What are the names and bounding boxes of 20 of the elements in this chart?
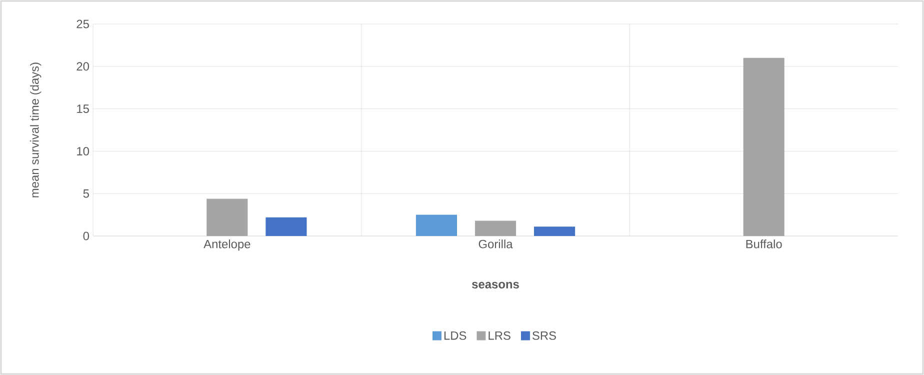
y-tick-label: 0	[83, 232, 90, 240]
legend-label: SRS	[532, 331, 556, 340]
bar	[206, 198, 248, 236]
bar	[743, 58, 784, 236]
y-tick-label: 10	[77, 146, 90, 156]
x-tick-label: Antelope	[204, 240, 250, 251]
x-tick-label: Gorilla	[478, 240, 513, 248]
bar	[416, 214, 457, 236]
y-tick-label: 25	[76, 20, 89, 28]
y-tick-label: 15	[77, 104, 89, 113]
bar	[474, 220, 516, 236]
y-tick-label: 20	[76, 62, 90, 71]
legend-label: LRS	[488, 331, 510, 340]
x-tick-label: Buffalo	[746, 240, 782, 248]
x-axis-title: seasons	[472, 282, 519, 288]
y-tick-label: 5	[83, 189, 89, 198]
bar	[266, 217, 307, 236]
y-axis-title: mean survival time (days)	[30, 62, 42, 198]
legend-label: LDS	[444, 331, 466, 340]
bar	[534, 226, 576, 236]
